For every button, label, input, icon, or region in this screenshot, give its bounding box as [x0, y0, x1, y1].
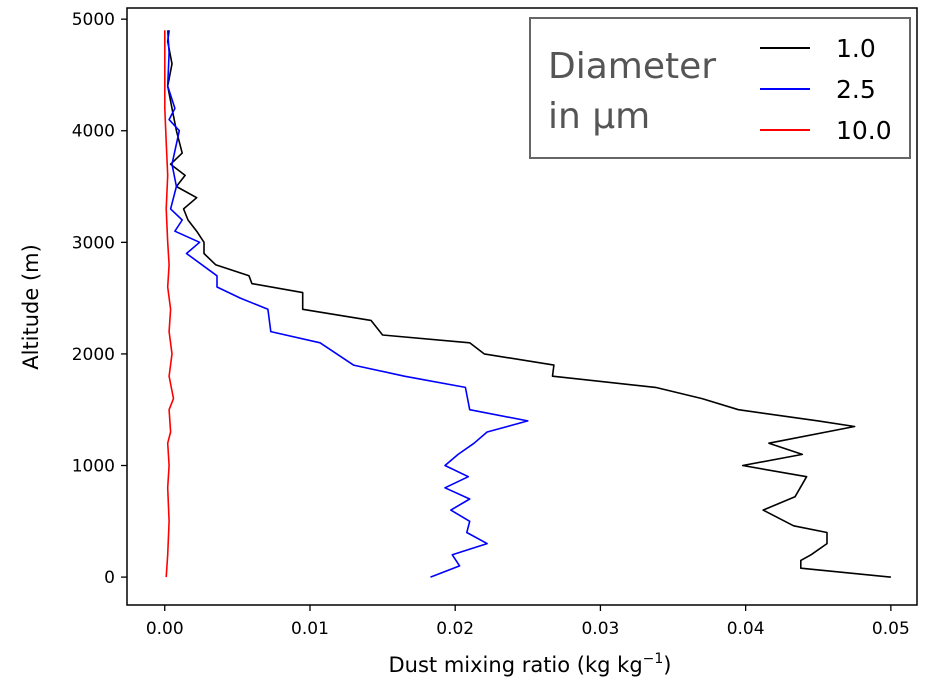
x-tick-label: 0.00 — [146, 619, 184, 639]
x-tick-label: 0.04 — [727, 619, 765, 639]
series-line-3 — [164, 30, 175, 578]
x-tick-label: 0.03 — [581, 619, 619, 639]
x-axis-label: Dust mixing ratio (kg kg−1) — [389, 651, 672, 677]
series-line-1 — [166, 30, 891, 578]
x-axis-label-superscript: −1 — [643, 651, 664, 667]
legend-title-line-1: Diameter — [548, 46, 716, 87]
y-tick-label: 4000 — [72, 122, 115, 142]
x-axis-label-main: Dust mixing ratio (kg kg — [389, 653, 643, 677]
x-tick-label: 0.05 — [872, 619, 910, 639]
y-tick-label: 0 — [104, 568, 115, 588]
y-tick-label: 5000 — [72, 10, 115, 30]
plot-area: 0.00 0.01 0.02 0.03 0.04 0.05 0 1000 2000 3000 40… — [72, 7, 918, 639]
y-tick-label: 3000 — [72, 233, 115, 253]
legend-label-2: 2.5 — [836, 75, 876, 104]
axes-frame — [126, 7, 918, 606]
legend-label-3: 10.0 — [836, 116, 892, 145]
x-tick-label: 0.01 — [291, 619, 329, 639]
series-line-2 — [166, 30, 529, 578]
legend: Diameter in μm 1.0 2.5 10.0 — [529, 17, 911, 159]
x-axis: 0.00 0.01 0.02 0.03 0.04 0.05 — [146, 605, 910, 639]
y-tick-label: 2000 — [72, 345, 115, 365]
series-layer — [164, 30, 891, 578]
x-tick-label: 0.02 — [436, 619, 474, 639]
x-axis-label-suffix: ) — [663, 653, 671, 677]
y-axis: 0 1000 2000 3000 4000 5000 — [72, 10, 127, 588]
legend-title-line-2: in μm — [548, 96, 650, 137]
legend-box — [529, 17, 911, 159]
legend-label-1: 1.0 — [836, 34, 876, 63]
y-tick-label: 1000 — [72, 457, 115, 477]
y-axis-label: Altitude (m) — [19, 244, 43, 370]
legend-entries: 1.0 2.5 10.0 — [760, 34, 892, 145]
